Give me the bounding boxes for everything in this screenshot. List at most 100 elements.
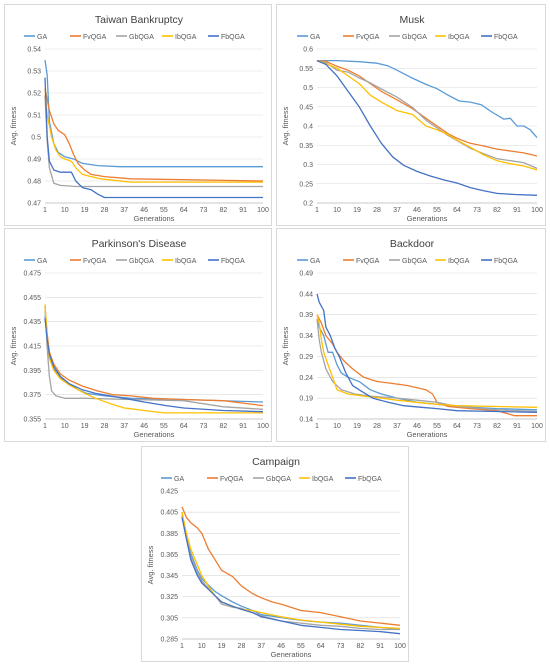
x-tick-label: 10: [61, 207, 69, 214]
x-tick-label: 91: [376, 643, 384, 650]
chart-campaign: Campaign GA FvQGA GbQGA IbQGA FbQGA 0.285 0.305…: [146, 456, 406, 659]
x-tick-label: 55: [297, 643, 305, 650]
x-tick-label: 91: [239, 423, 247, 430]
x-tick-label: 10: [61, 423, 69, 430]
series-line-gbqga: [44, 95, 263, 188]
legend-label-ga: GA: [37, 258, 47, 265]
legend-label-fvqga: FvQGA: [83, 34, 107, 41]
x-tick-label: 46: [277, 643, 285, 650]
y-tick-label: 0.435: [23, 319, 41, 326]
x-tick-label: 64: [453, 207, 461, 214]
x-tick-label: 100: [394, 643, 406, 650]
x-tick-label: 73: [473, 423, 481, 430]
legend-label-ga: GA: [37, 34, 47, 41]
legend-label-fbqga: FbQGA: [221, 258, 245, 265]
series-line-fvqga: [44, 88, 264, 182]
y-tick-label: 0.5: [303, 85, 313, 92]
series-line-ibqga: [316, 59, 538, 171]
chart-title: Taiwan Bankruptcy: [95, 14, 184, 26]
y-tick-label: 0.53: [27, 69, 41, 76]
series-line-fvqga: [44, 307, 264, 407]
x-tick-label: 55: [433, 423, 441, 430]
legend-label-ibqga: IbQGA: [448, 34, 470, 41]
y-axis-title: Avg. fitness: [281, 106, 290, 145]
x-tick-label: 82: [356, 643, 364, 650]
legend-label-ga: GA: [174, 476, 184, 483]
x-tick-label: 28: [373, 207, 381, 214]
y-tick-label: 0.6: [303, 47, 313, 54]
series-line-fbqga: [316, 293, 538, 413]
series-line-ibqga: [181, 511, 401, 630]
series-line-ga: [44, 59, 263, 168]
x-tick-label: 19: [353, 207, 361, 214]
x-tick-label: 19: [81, 423, 89, 430]
x-tick-label: 46: [140, 207, 148, 214]
x-axis-title: Generations: [271, 650, 312, 659]
y-axis-title: Avg. fitness: [9, 326, 18, 365]
x-tick-label: 37: [120, 423, 128, 430]
x-tick-label: 28: [101, 423, 109, 430]
x-axis-title: Generations: [407, 214, 448, 223]
y-tick-label: 0.24: [299, 375, 313, 382]
y-tick-label: 0.49: [27, 157, 41, 164]
x-tick-label: 82: [219, 207, 227, 214]
x-tick-label: 100: [531, 207, 543, 214]
series-line-gbqga: [316, 318, 538, 413]
series-line-fvqga: [181, 506, 401, 626]
x-axis-title: Generations: [134, 430, 175, 439]
y-tick-label: 0.44: [299, 291, 313, 298]
x-tick-label: 91: [513, 207, 521, 214]
x-tick-label: 37: [120, 207, 128, 214]
legend-label-gbqga: GbQGA: [266, 476, 291, 483]
x-axis-title: Generations: [407, 430, 448, 439]
legend-label-gbqga: GbQGA: [402, 34, 427, 41]
legend-label-fbqga: FbQGA: [358, 476, 382, 483]
y-tick-label: 0.475: [23, 271, 41, 278]
y-tick-label: 0.48: [27, 179, 41, 186]
series-line-fbqga: [44, 77, 263, 199]
y-tick-label: 0.455: [23, 295, 41, 302]
legend-label-fvqga: FvQGA: [356, 258, 380, 265]
y-tick-label: 0.385: [160, 531, 178, 538]
x-tick-label: 64: [453, 423, 461, 430]
legend-label-ga: GA: [310, 34, 320, 41]
legend-label-ibqga: IbQGA: [175, 258, 197, 265]
y-tick-label: 0.29: [299, 354, 313, 361]
y-tick-label: 0.415: [23, 344, 41, 351]
series-line-gbqga: [44, 304, 264, 410]
legend-label-ibqga: IbQGA: [175, 34, 197, 41]
x-tick-label: 73: [200, 207, 208, 214]
legend-label-gbqga: GbQGA: [129, 258, 154, 265]
series-line-ga: [317, 59, 538, 139]
y-tick-label: 0.49: [299, 271, 313, 278]
y-tick-label: 0.4: [303, 124, 313, 131]
x-tick-label: 82: [219, 423, 227, 430]
x-tick-label: 19: [218, 643, 226, 650]
x-tick-label: 46: [140, 423, 148, 430]
legend-label-fvqga: FvQGA: [356, 34, 380, 41]
series-line-ga: [316, 318, 538, 411]
y-tick-label: 0.51: [27, 113, 41, 120]
series-line-ibqga: [44, 304, 263, 414]
series-line-fvqga: [316, 59, 538, 157]
series-line-fbqga: [316, 60, 538, 196]
x-tick-label: 100: [531, 423, 543, 430]
x-tick-label: 1: [180, 643, 184, 650]
x-tick-label: 64: [317, 643, 325, 650]
y-tick-label: 0.47: [27, 201, 41, 208]
chart-musk: Musk GA FvQGA GbQGA IbQGA FbQGA 0.2 0.25 0.3 0.35…: [281, 14, 543, 223]
x-tick-label: 10: [198, 643, 206, 650]
x-tick-label: 28: [238, 643, 246, 650]
chart-title: Campaign: [252, 456, 300, 468]
x-tick-label: 46: [413, 207, 421, 214]
y-tick-label: 0.365: [160, 552, 178, 559]
legend-label-fbqga: FbQGA: [221, 34, 245, 41]
x-tick-label: 73: [473, 207, 481, 214]
chart-panel-campaign: Campaign GA FvQGA GbQGA IbQGA FbQGA 0.285 0.305…: [141, 446, 409, 662]
legend-label-gbqga: GbQGA: [129, 34, 154, 41]
legend-label-fbqga: FbQGA: [494, 258, 518, 265]
x-tick-label: 1: [43, 423, 47, 430]
legend-label-ibqga: IbQGA: [448, 258, 470, 265]
y-axis-title: Avg. fitness: [281, 326, 290, 365]
y-tick-label: 0.375: [23, 392, 41, 399]
